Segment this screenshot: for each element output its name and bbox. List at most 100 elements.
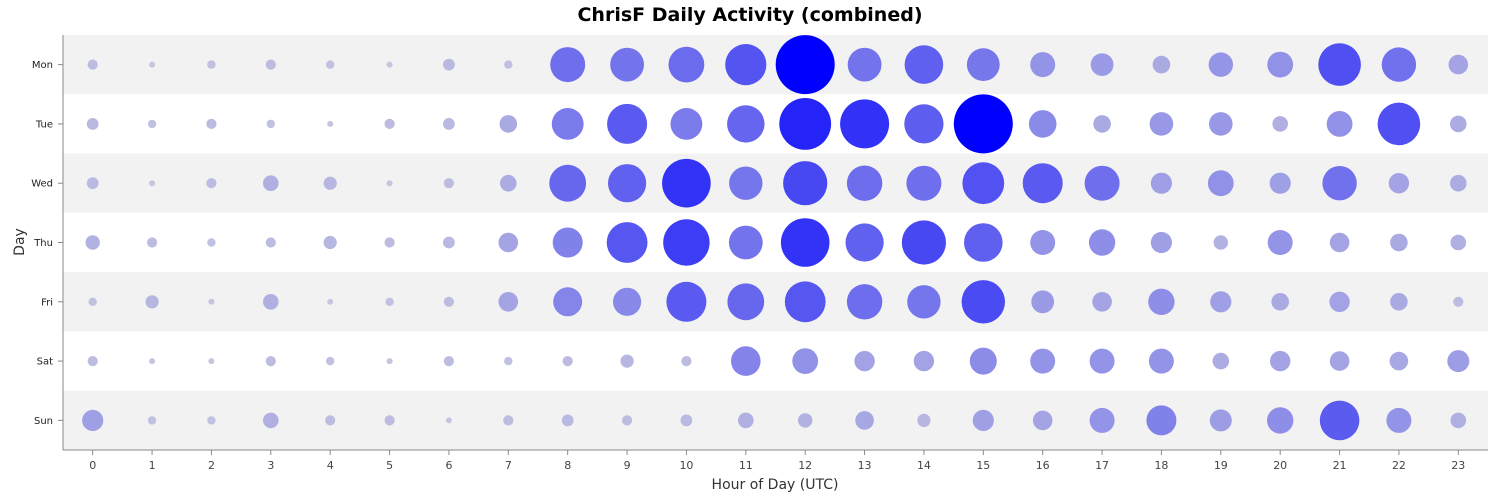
x-tick-label-0: 0	[89, 459, 96, 472]
bubble-fri-7	[498, 292, 519, 312]
bubble-wed-5	[386, 180, 393, 187]
bubble-mon-15	[966, 48, 1000, 81]
x-tick-label-15: 15	[976, 459, 990, 472]
bubble-wed-3	[263, 175, 279, 191]
bubble-sat-15	[969, 347, 997, 375]
bubble-fri-8	[553, 287, 583, 317]
bubble-mon-6	[443, 58, 455, 71]
bubble-sun-13	[855, 411, 874, 430]
bubble-wed-2	[206, 178, 217, 189]
bubble-thu-12	[780, 218, 830, 267]
bubble-wed-11	[729, 166, 763, 200]
bubble-mon-14	[904, 45, 944, 84]
bubble-mon-2	[207, 60, 216, 69]
bubble-wed-7	[500, 174, 517, 192]
bubble-sat-11	[731, 346, 761, 376]
bubble-tue-20	[1272, 116, 1288, 132]
bubble-sat-19	[1212, 352, 1230, 370]
bubble-thu-18	[1150, 231, 1172, 254]
bubble-fri-17	[1092, 292, 1112, 312]
bubble-sun-5	[384, 415, 395, 426]
x-tick-label-5: 5	[386, 459, 393, 472]
bubble-sun-1	[147, 416, 157, 425]
bubble-mon-0	[87, 59, 98, 70]
bubble-tue-16	[1028, 110, 1057, 138]
bubble-mon-5	[386, 61, 393, 68]
bubble-thu-1	[147, 237, 158, 248]
bubble-mon-9	[610, 47, 644, 82]
bubble-sun-18	[1146, 405, 1177, 436]
bubble-fri-23	[1453, 296, 1464, 307]
x-tick-label-23: 23	[1451, 459, 1465, 472]
bubble-fri-4	[327, 298, 334, 305]
x-tick-label-7: 7	[505, 459, 512, 472]
bubble-wed-15	[962, 162, 1005, 205]
x-tick-label-12: 12	[798, 459, 812, 472]
bubble-fri-19	[1210, 291, 1232, 313]
y-tick-label-thu: Thu	[33, 238, 53, 249]
bubble-tue-17	[1093, 115, 1111, 133]
x-tick-label-6: 6	[445, 459, 452, 472]
x-tick-label-20: 20	[1273, 459, 1287, 472]
row-band-tue	[63, 94, 1488, 154]
bubble-fri-20	[1271, 293, 1289, 311]
bubble-thu-4	[323, 235, 337, 250]
bubble-wed-20	[1269, 172, 1291, 194]
bubble-sun-22	[1386, 407, 1412, 433]
x-tick-label-16: 16	[1036, 459, 1050, 472]
bubble-sat-6	[443, 356, 454, 367]
bubble-fri-12	[784, 281, 826, 323]
bubble-thu-6	[443, 236, 455, 249]
bubble-wed-14	[906, 165, 942, 201]
x-tick-label-1: 1	[149, 459, 156, 472]
bubble-sun-19	[1209, 409, 1232, 432]
bubble-fri-10	[666, 281, 707, 322]
bubble-wed-17	[1084, 165, 1120, 201]
row-band-mon	[63, 35, 1488, 95]
y-tick-label-sun: Sun	[34, 416, 53, 427]
bubble-sat-3	[265, 356, 276, 367]
bubble-mon-21	[1318, 43, 1361, 86]
bubble-thu-10	[663, 219, 710, 266]
bubble-thu-0	[85, 235, 100, 250]
bubble-tue-14	[904, 104, 944, 144]
chart-title: ChrisF Daily Activity (combined)	[577, 4, 922, 26]
bubble-tue-10	[670, 108, 703, 140]
bubble-mon-10	[668, 46, 705, 83]
bubble-wed-10	[662, 158, 711, 208]
bubble-fri-22	[1390, 293, 1408, 311]
bubble-sat-4	[326, 356, 335, 366]
bubble-fri-21	[1329, 291, 1350, 312]
bubble-sun-3	[263, 412, 279, 429]
bubble-thu-5	[384, 237, 395, 248]
bubble-mon-8	[550, 47, 586, 83]
x-tick-label-10: 10	[679, 459, 693, 472]
bubble-tue-1	[147, 119, 157, 129]
bubble-wed-16	[1022, 163, 1063, 204]
bubble-mon-17	[1090, 53, 1114, 76]
bubble-sun-8	[561, 414, 574, 427]
bubble-sun-7	[503, 415, 514, 426]
bubble-wed-8	[549, 164, 587, 202]
bubble-tue-13	[840, 99, 890, 149]
bubble-thu-2	[207, 238, 216, 247]
bubble-wed-23	[1450, 174, 1467, 192]
x-tick-label-4: 4	[327, 459, 334, 472]
bubble-tue-7	[499, 115, 518, 133]
bubble-sat-23	[1447, 350, 1470, 373]
x-tick-label-17: 17	[1095, 459, 1109, 472]
bubble-tue-19	[1209, 112, 1233, 136]
bubble-sun-6	[445, 417, 452, 424]
bubble-sat-18	[1148, 348, 1174, 374]
row-band-fri	[63, 272, 1488, 332]
bubble-sat-17	[1089, 348, 1115, 374]
bubble-wed-9	[608, 164, 647, 203]
bubble-tue-11	[727, 105, 765, 143]
bubble-sat-16	[1030, 348, 1056, 374]
x-axis-label: Hour of Day (UTC)	[712, 477, 839, 493]
bubble-layer	[82, 35, 1470, 441]
bubble-tue-2	[206, 118, 217, 129]
bubble-sun-10	[680, 414, 693, 427]
